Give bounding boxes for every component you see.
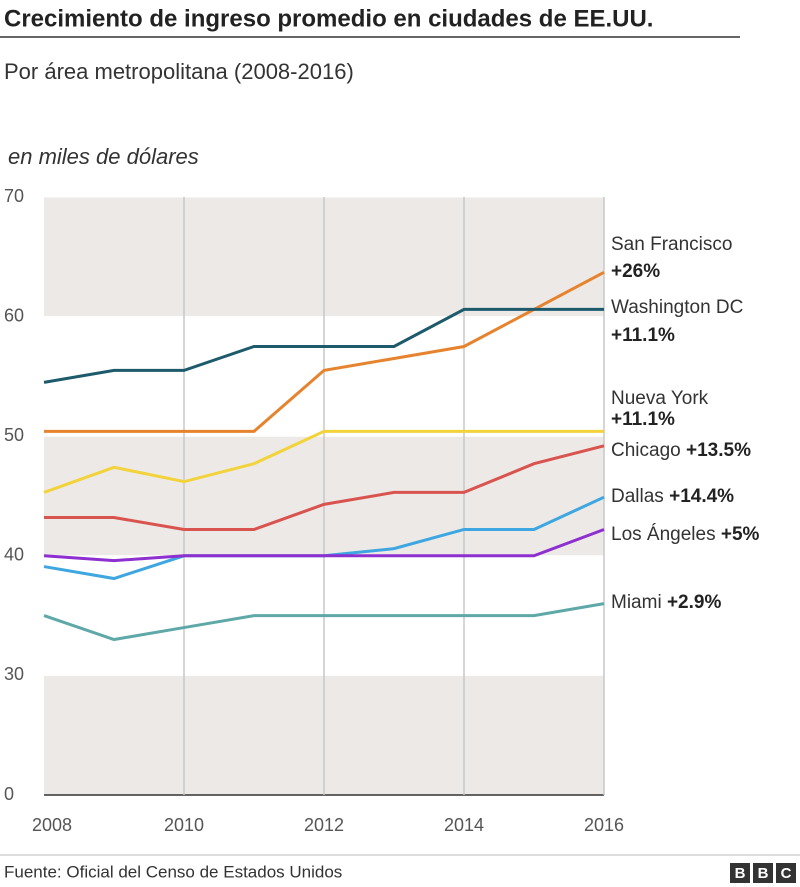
series-line <box>43 429 604 494</box>
series-line <box>43 528 605 563</box>
series-line <box>44 444 605 531</box>
source: Fuente: Oficial del Censo de Estados Uni… <box>4 862 342 881</box>
chart-title: Crecimiento de ingreso promedio en ciuda… <box>4 5 653 32</box>
y-axis-label: en miles de dólares <box>8 144 199 169</box>
series-line <box>44 271 605 433</box>
y-tick-label: 40 <box>4 545 24 565</box>
series-label: Miami +2.9% <box>611 592 721 613</box>
series-change: +2.9% <box>667 592 722 613</box>
logo-letter: B <box>735 865 746 882</box>
series-change: +14.4% <box>669 486 734 507</box>
y-tick-label: 0 <box>4 784 14 804</box>
legend-name: Miami <box>611 592 662 613</box>
series-change: +13.5% <box>686 440 751 461</box>
series-label: Nueva York <box>611 388 709 409</box>
x-tick-label: 2012 <box>304 815 344 835</box>
logo-box <box>730 863 750 883</box>
series-change: +5% <box>721 524 760 545</box>
series-label: Chicago +13.5% <box>611 440 751 461</box>
y-tick-label: 60 <box>4 305 24 325</box>
y-tick-label: 30 <box>4 664 24 684</box>
series-change: +11.1% <box>611 409 675 430</box>
series-change: +26% <box>611 261 660 282</box>
series-change: +11.1% <box>611 325 675 346</box>
legend-name: Chicago <box>611 440 681 461</box>
y-tick-label: 50 <box>4 425 24 445</box>
logo-box <box>776 863 796 883</box>
x-tick-label: 2016 <box>584 815 624 835</box>
series-label: Los Ángeles +5% <box>611 524 760 545</box>
legend-name: Washington DC <box>611 297 743 318</box>
legend-name: Los Ángeles <box>611 524 716 545</box>
series-label: Dallas +14.4% <box>611 486 734 507</box>
series-line <box>43 307 604 384</box>
logo-box <box>753 863 773 883</box>
logo-letter: B <box>758 865 769 882</box>
series-label: Washington DC <box>611 297 743 318</box>
legend-name: San Francisco <box>611 234 732 255</box>
y-tick-label: 70 <box>4 186 24 206</box>
legend-name: Nueva York <box>611 388 709 409</box>
x-tick-label: 2008 <box>32 815 72 835</box>
x-tick-label: 2014 <box>444 815 484 835</box>
series-line <box>43 602 605 642</box>
chart-subtitle: Por área metropolitana (2008-2016) <box>4 59 354 84</box>
x-tick-label: 2010 <box>164 815 204 835</box>
logo-letter: C <box>781 865 792 882</box>
legend-name: Dallas <box>611 486 664 507</box>
series-label: San Francisco <box>611 234 732 255</box>
